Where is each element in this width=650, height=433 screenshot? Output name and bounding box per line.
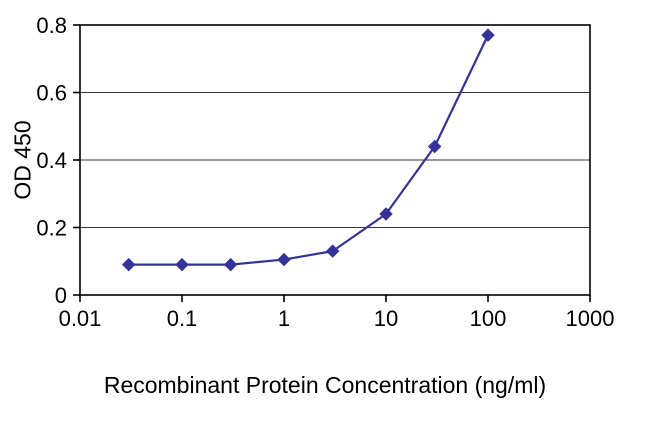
y-tick-label: 0.2 [36,216,67,241]
y-tick-label: 0.4 [36,148,67,173]
data-point-marker [379,207,393,221]
data-point-marker [175,257,189,272]
x-tick-label: 1000 [566,306,615,331]
y-tick-label: 0.6 [36,81,67,106]
data-point-marker [481,28,495,42]
data-point-marker [223,257,238,272]
data-point-marker [121,257,136,272]
y-axis-title: OD 450 [9,120,36,200]
data-point-marker [277,252,291,267]
x-tick-label: 0.1 [167,306,198,331]
y-tick-label: 0.8 [36,13,67,38]
x-tick-label: 100 [470,306,507,331]
x-tick-label: 10 [374,306,398,331]
data-point-marker [325,244,340,258]
x-axis-title: Recombinant Protein Concentration (ng/ml… [103,372,547,398]
x-tick-label: 0.01 [59,306,102,331]
y-tick-label: 0 [55,283,67,308]
data-point-marker [427,139,442,154]
x-tick-label: 1 [278,306,290,331]
series-line [128,34,489,266]
